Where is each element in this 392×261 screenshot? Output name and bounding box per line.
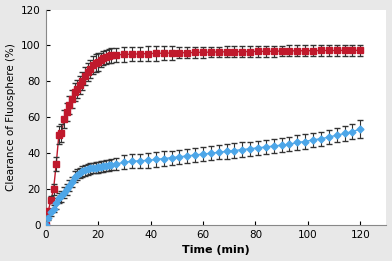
X-axis label: Time (min): Time (min): [182, 245, 250, 256]
Y-axis label: Clearance of Fluosphere (%): Clearance of Fluosphere (%): [5, 43, 16, 191]
